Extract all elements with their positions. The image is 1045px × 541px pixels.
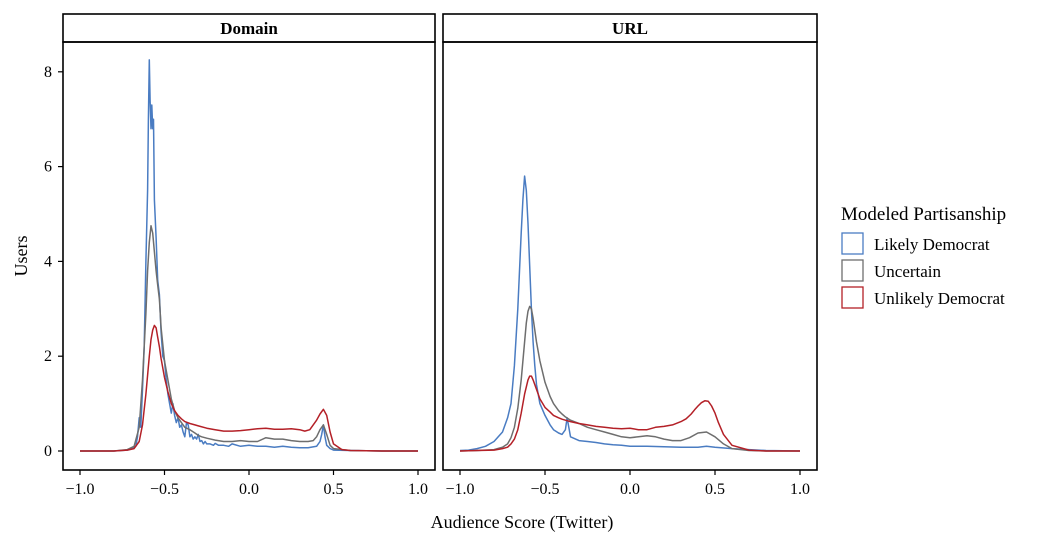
legend-label-unlikely-democrat: Unlikely Democrat xyxy=(874,289,1005,308)
legend-key-unlikely-democrat xyxy=(841,286,864,309)
x-axis: −1.0 −0.5 0.0 0.5 1.0 −1.0 −0.5 0.0 0.5 1.0 xyxy=(65,470,810,498)
x-tick-label: 0.0 xyxy=(239,481,259,498)
line-url-likely-democrat xyxy=(459,175,801,452)
strip-label-domain: Domain xyxy=(220,19,278,38)
line-url-unlikely-democrat xyxy=(459,375,800,452)
y-axis-title: Users xyxy=(11,236,31,277)
x-tick-label: −1.0 xyxy=(445,481,474,498)
legend-label-likely-democrat: Likely Democrat xyxy=(874,235,990,254)
x-tick-label: −0.5 xyxy=(150,481,179,498)
strip-box-url xyxy=(442,13,818,43)
strip-label-url: URL xyxy=(612,19,648,38)
y-tick-label: 8 xyxy=(44,64,52,81)
y-tick-label: 4 xyxy=(44,253,52,270)
y-tick-label: 6 xyxy=(44,159,52,176)
legend: Modeled Partisanship Likely Democrat Unc… xyxy=(841,204,1006,309)
line-domain-uncertain xyxy=(80,225,418,452)
x-tick-label: 1.0 xyxy=(790,481,810,498)
panel-url: URL xyxy=(442,13,818,471)
x-tick-label: 0.5 xyxy=(705,481,725,498)
legend-title: Modeled Partisanship xyxy=(841,204,1006,225)
legend-key-uncertain xyxy=(841,259,864,282)
y-tick-label: 0 xyxy=(44,443,52,460)
y-tick-label: 2 xyxy=(44,348,52,365)
line-url-uncertain xyxy=(459,305,800,452)
x-tick-label: 0.5 xyxy=(324,481,344,498)
x-axis-title: Audience Score (Twitter) xyxy=(431,512,614,533)
panel-frame-domain xyxy=(62,41,436,471)
strip-box-domain xyxy=(62,13,436,43)
y-axis: 0 2 4 6 8 xyxy=(44,64,63,460)
panel-frame-url xyxy=(442,41,818,471)
x-tick-label: 1.0 xyxy=(408,481,428,498)
series-group-url xyxy=(459,175,801,452)
legend-key-likely-democrat xyxy=(841,232,864,255)
x-tick-label: −1.0 xyxy=(65,481,94,498)
legend-label-uncertain: Uncertain xyxy=(874,262,942,281)
line-domain-likely-democrat xyxy=(80,59,418,452)
x-tick-label: −0.5 xyxy=(530,481,559,498)
series-group-domain xyxy=(80,59,418,452)
panel-domain: Domain xyxy=(62,13,436,471)
x-tick-label: 0.0 xyxy=(620,481,640,498)
line-domain-unlikely-democrat xyxy=(80,324,418,452)
